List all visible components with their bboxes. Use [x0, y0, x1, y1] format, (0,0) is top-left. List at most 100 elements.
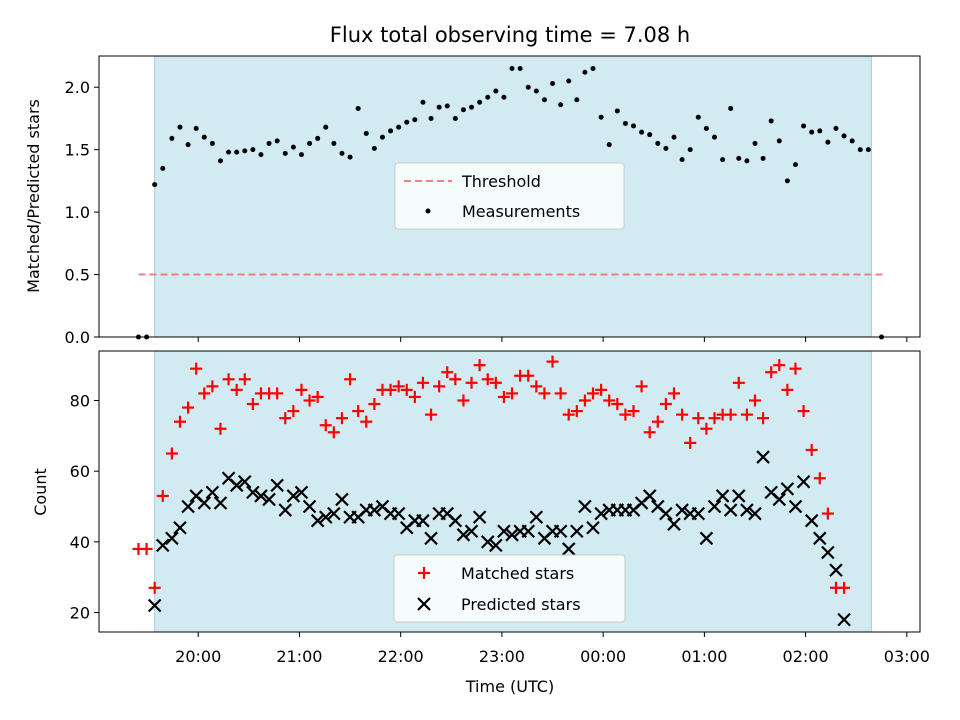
matched-star-point — [165, 447, 178, 460]
measurement-point — [160, 165, 166, 171]
predicted-star-point — [181, 499, 195, 514]
measurement-point — [177, 124, 183, 130]
matched-star-point — [765, 366, 778, 379]
predicted-star-point — [570, 524, 584, 539]
measurement-point — [501, 94, 507, 100]
measurement-point — [242, 148, 248, 154]
measurement-point — [517, 65, 523, 71]
matched-star-point — [627, 405, 640, 418]
predicted-star-point — [699, 531, 714, 546]
matched-star-point — [287, 405, 300, 418]
predicted-star-point — [270, 478, 284, 493]
measurement-point — [817, 128, 823, 134]
predicted-star-point — [821, 545, 835, 560]
matched-star-point — [570, 405, 583, 418]
top-ytick-label: 1.0 — [65, 203, 90, 222]
measurement-point — [388, 128, 394, 134]
measurement-point — [574, 97, 580, 103]
matched-star-point — [148, 581, 161, 594]
predicted-star-point — [229, 478, 244, 493]
predicted-star-point — [553, 524, 568, 539]
measurement-point — [776, 138, 782, 144]
matched-star-point — [222, 373, 235, 386]
measurement-point — [533, 88, 539, 94]
top-ytick-label: 0.5 — [65, 266, 90, 285]
matched-star-point — [692, 412, 705, 425]
measurement-point — [744, 158, 750, 164]
predicted-star-point — [165, 531, 179, 546]
measurement-point — [801, 123, 807, 129]
measurement-point — [711, 134, 717, 140]
matched-star-point — [562, 408, 575, 421]
legend-matched-swatch — [418, 567, 430, 579]
chart-title: Flux total observing time = 7.08 h — [330, 23, 690, 47]
measurement-point — [541, 97, 547, 103]
matched-star-point — [311, 390, 324, 403]
measurement-point — [784, 178, 790, 184]
matched-star-point — [206, 380, 219, 393]
matched-star-point — [530, 380, 543, 393]
predicted-star-point — [327, 506, 341, 521]
matched-star-point — [821, 507, 834, 520]
matched-star-point — [684, 436, 697, 449]
bottom-ytick-label: 20 — [70, 604, 90, 623]
measurement-point — [582, 69, 588, 75]
predicted-star-point — [578, 499, 592, 514]
predicted-star-point — [788, 499, 803, 514]
bottom-xtick-label: 21:00 — [276, 647, 322, 666]
legend-measurements-label: Measurements — [462, 202, 580, 221]
predicted-star-point — [756, 450, 770, 464]
measurement-point — [809, 129, 815, 135]
matched-star-point — [319, 419, 332, 432]
top-axes: 0.0 0.5 1.0 1.5 2.0 — [65, 78, 908, 347]
predicted-star-point — [675, 503, 689, 517]
bottom-axes-frame — [98, 350, 921, 633]
measurement-point — [752, 140, 758, 146]
measurement-point — [558, 102, 564, 108]
predicted-star-point — [780, 482, 795, 496]
bottom-legend-box — [393, 554, 626, 623]
measurement-point — [493, 88, 499, 94]
predicted-star-point — [237, 475, 252, 489]
measurement-point — [833, 125, 839, 131]
measurement-point — [298, 152, 304, 158]
predicted-star-point — [837, 612, 851, 627]
measurement-point — [639, 129, 645, 135]
measurement-point — [566, 78, 572, 84]
predicted-star-point — [254, 489, 268, 503]
predicted-star-point — [391, 506, 406, 521]
measurement-point — [226, 149, 232, 155]
legend-matched-label: Matched stars — [461, 564, 574, 583]
measurement-point — [695, 114, 701, 120]
measurement-point — [436, 104, 442, 110]
predicted-star-point — [464, 524, 479, 539]
measurement-point — [169, 135, 175, 141]
matched-star-point — [392, 380, 405, 393]
matched-star-point — [400, 383, 413, 396]
measurement-point — [193, 125, 199, 131]
predicted-star-point — [302, 499, 317, 514]
matched-star-point — [619, 408, 632, 421]
matched-star-point — [457, 394, 470, 407]
predicted-star-point — [335, 492, 349, 507]
matched-star-point — [368, 398, 381, 411]
measurement-point — [201, 134, 207, 140]
measurement-point — [655, 140, 661, 146]
predicted-star-point — [723, 503, 738, 517]
predicted-star-point — [197, 496, 212, 510]
measurement-point — [460, 107, 466, 113]
measurement-point — [363, 130, 369, 136]
predicted-star-point — [497, 524, 511, 539]
predicted-star-point — [310, 513, 325, 528]
measurement-point — [428, 115, 434, 121]
measurement-point — [404, 119, 410, 125]
predicted-star-point — [796, 475, 811, 489]
matched-star-point — [198, 387, 211, 400]
matched-star-point — [546, 355, 559, 368]
bottom-xtick-label: 00:00 — [580, 647, 626, 666]
matched-star-point — [344, 373, 357, 386]
legend-predicted-swatch — [417, 597, 431, 611]
matched-star-point — [182, 401, 195, 414]
measurement-point — [614, 108, 620, 114]
